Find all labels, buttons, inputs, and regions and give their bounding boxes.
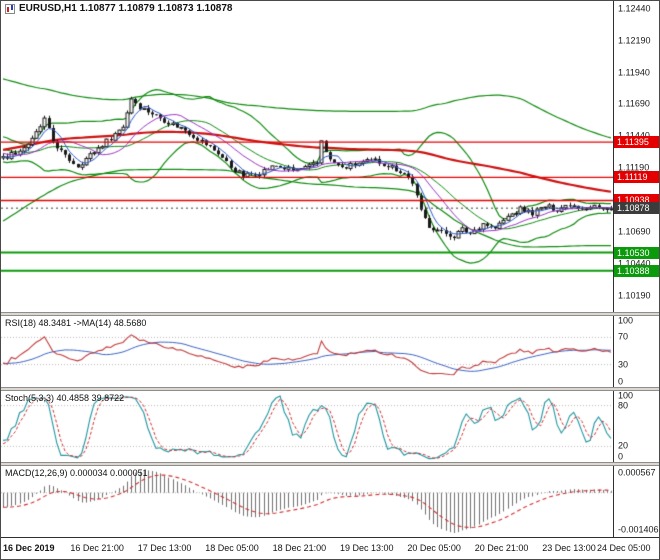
time-axis-label: 17 Dec 13:00 bbox=[137, 543, 192, 553]
price-level-tag-resistance[interactable]: 1.11119 bbox=[614, 171, 659, 184]
price-axis-label: 1.10440 bbox=[618, 258, 651, 269]
stoch-axis-label: 100 bbox=[618, 391, 634, 401]
panel-splitter[interactable] bbox=[1, 312, 659, 316]
time-axis-label: 20 Dec 05:00 bbox=[407, 543, 461, 553]
price-axis-label: 1.11940 bbox=[618, 67, 650, 78]
rsi-plot[interactable] bbox=[1, 316, 613, 387]
macd-axis-label: -0.001406 bbox=[618, 524, 659, 535]
price-axis-label: 1.11440 bbox=[618, 131, 650, 141]
rsi-axis[interactable]: 100 70 30 0 bbox=[613, 316, 659, 387]
time-axis-label: 20 Dec 21:00 bbox=[474, 543, 529, 553]
stoch-axis-label: 0 bbox=[618, 451, 624, 462]
price-level-tag-support[interactable]: 1.10388 bbox=[614, 264, 659, 277]
price-level-tag-current-price[interactable]: 1.10878 bbox=[614, 202, 659, 215]
panel-splitter[interactable] bbox=[1, 387, 659, 391]
macd-plot[interactable] bbox=[1, 466, 613, 537]
price-axis-label: 1.10190 bbox=[618, 290, 651, 301]
rsi-panel: RSI(18) 48.3481 ->MA(14) 48.5680 100 70 30… bbox=[1, 316, 659, 387]
chart-title: EURUSD,H1 1.10877 1.10879 1.10873 1.1087… bbox=[5, 3, 233, 14]
stoch-panel: Stoch(5,3,3) 40.4858 39.8722 100 80 20 0 bbox=[1, 391, 659, 462]
time-axis-label: 23 Dec 13:00 bbox=[542, 543, 596, 553]
time-axis-label: 16 Dec 21:00 bbox=[70, 543, 124, 553]
time-axis-label: 18 Dec 05:00 bbox=[205, 543, 259, 553]
price-axis-label: 1.10690 bbox=[618, 226, 651, 237]
time-axis-label: 24 Dec 05:00 bbox=[597, 543, 651, 553]
rsi-header: RSI(18) 48.3481 ->MA(14) 48.5680 bbox=[5, 318, 147, 328]
rsi-axis-label: 0 bbox=[618, 376, 624, 387]
time-axis-label: 18 Dec 21:00 bbox=[272, 543, 327, 553]
rsi-axis-label: 70 bbox=[618, 331, 629, 342]
price-axis-label: 1.11190 bbox=[618, 162, 650, 173]
time-axis-label: 19 Dec 13:00 bbox=[340, 543, 394, 553]
time-axis-label: 16 Dec 2019 bbox=[3, 543, 55, 553]
price-axis-label: 1.12190 bbox=[618, 35, 651, 46]
main-price-axis[interactable]: 1.12440 1.12190 1.11940 1.11690 1.11440 1.111… bbox=[613, 1, 659, 312]
price-axis-label: 1.12440 bbox=[618, 3, 651, 14]
chart-title-text: EURUSD,H1 1.10877 1.10879 1.10873 1.1087… bbox=[19, 3, 233, 14]
stoch-plot[interactable] bbox=[1, 391, 613, 462]
stoch-header: Stoch(5,3,3) 40.4858 39.8722 bbox=[5, 393, 125, 403]
main-chart-plot[interactable] bbox=[1, 1, 613, 312]
chart-symbol-icon bbox=[5, 3, 15, 14]
price-level-tag-support[interactable]: 1.10530 bbox=[614, 246, 659, 259]
stoch-axis-label: 80 bbox=[618, 400, 629, 411]
rsi-axis-label: 30 bbox=[618, 359, 629, 370]
macd-header: MACD(12,26,9) 0.000034 0.000051 bbox=[5, 468, 148, 478]
macd-panel: MACD(12,26,9) 0.000034 0.000051 0.000567… bbox=[1, 466, 659, 537]
stoch-axis-label: 20 bbox=[618, 440, 629, 451]
main-chart-panel: EURUSD,H1 1.10877 1.10879 1.10873 1.1087… bbox=[1, 1, 659, 312]
macd-axis[interactable]: 0.000567 -0.001406 bbox=[613, 466, 659, 537]
time-axis[interactable]: 16 Dec 2019 16 Dec 21:00 17 Dec 13:00 18 De… bbox=[1, 537, 659, 559]
rsi-axis-label: 100 bbox=[618, 316, 634, 326]
macd-axis-label: 0.000567 bbox=[618, 467, 656, 478]
price-axis-label: 1.11690 bbox=[618, 98, 650, 109]
panel-splitter[interactable] bbox=[1, 462, 659, 466]
stoch-axis[interactable]: 100 80 20 0 bbox=[613, 391, 659, 462]
price-level-tag-resistance[interactable]: 1.11395 bbox=[614, 136, 659, 149]
